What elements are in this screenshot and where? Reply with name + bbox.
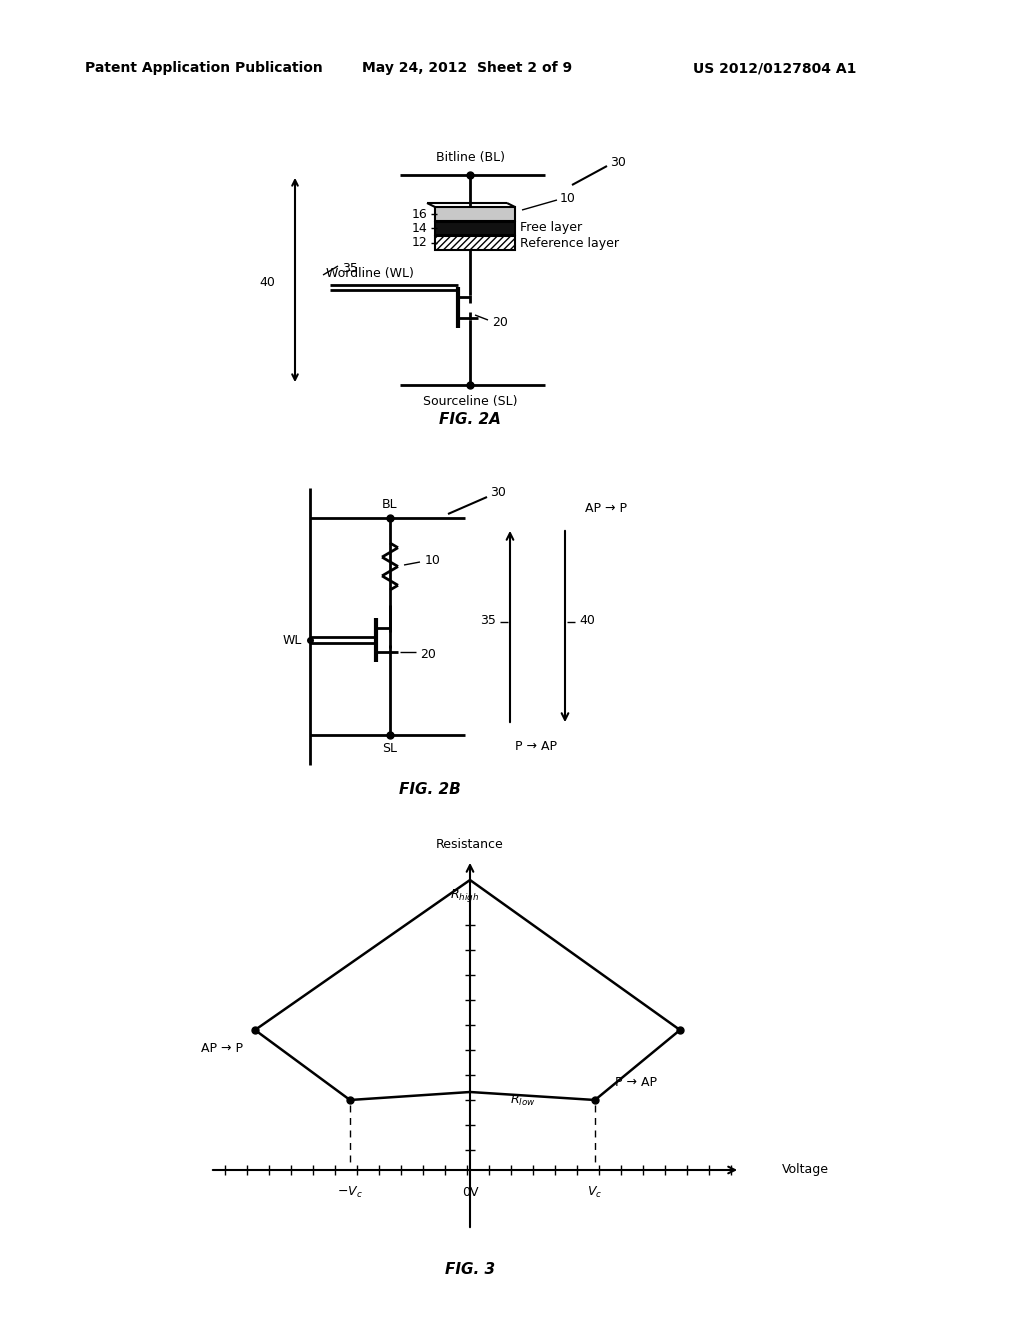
Text: 30: 30 (490, 486, 506, 499)
Text: Free layer: Free layer (520, 222, 582, 235)
Text: 16: 16 (412, 207, 427, 220)
Text: 30: 30 (610, 156, 626, 169)
Text: FIG. 3: FIG. 3 (445, 1262, 495, 1278)
Text: $-V_c$: $-V_c$ (337, 1184, 362, 1200)
Text: 20: 20 (420, 648, 436, 660)
Text: 35: 35 (342, 261, 357, 275)
Text: 0V: 0V (462, 1185, 478, 1199)
Bar (435, 222, 515, 235)
Text: 40: 40 (579, 614, 595, 627)
Text: P → AP: P → AP (515, 741, 557, 754)
Text: $R_{low}$: $R_{low}$ (510, 1093, 536, 1107)
Text: 10: 10 (560, 191, 575, 205)
Text: 12: 12 (412, 236, 427, 249)
Text: FIG. 2B: FIG. 2B (399, 783, 461, 797)
Bar (435, 207, 515, 220)
Text: BL: BL (382, 498, 397, 511)
Text: 40: 40 (259, 276, 275, 289)
Bar (435, 236, 515, 249)
Text: Reference layer: Reference layer (520, 236, 618, 249)
Text: 14: 14 (412, 222, 427, 235)
Text: 35: 35 (480, 614, 496, 627)
Text: $R_{high}$: $R_{high}$ (451, 887, 479, 904)
Text: Patent Application Publication: Patent Application Publication (85, 61, 323, 75)
Text: US 2012/0127804 A1: US 2012/0127804 A1 (693, 61, 856, 75)
Text: Voltage: Voltage (782, 1163, 829, 1176)
Text: WL: WL (283, 634, 302, 647)
Text: FIG. 2A: FIG. 2A (439, 412, 501, 428)
Text: AP → P: AP → P (201, 1041, 243, 1055)
Text: 20: 20 (492, 315, 508, 329)
Text: Bitline (BL): Bitline (BL) (435, 152, 505, 165)
Text: Wordline (WL): Wordline (WL) (326, 267, 414, 280)
Text: P → AP: P → AP (615, 1076, 657, 1089)
Text: $V_c$: $V_c$ (588, 1184, 602, 1200)
Text: AP → P: AP → P (585, 502, 627, 515)
Text: Sourceline (SL): Sourceline (SL) (423, 396, 517, 408)
Text: May 24, 2012  Sheet 2 of 9: May 24, 2012 Sheet 2 of 9 (362, 61, 572, 75)
Text: Resistance: Resistance (436, 838, 504, 851)
Text: SL: SL (383, 742, 397, 755)
Text: 10: 10 (425, 553, 441, 566)
